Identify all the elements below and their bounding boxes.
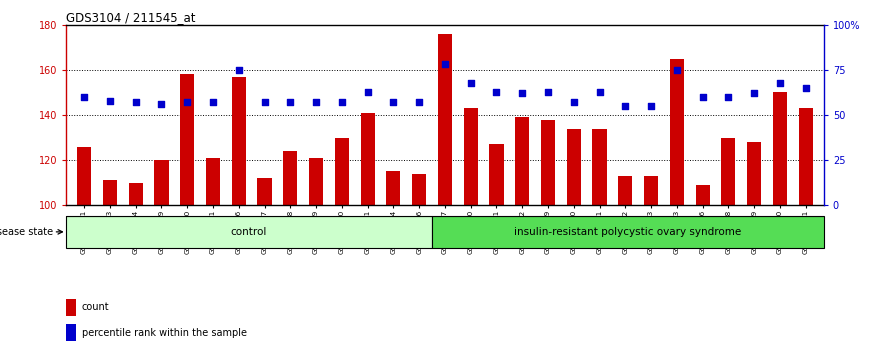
Bar [644, 176, 658, 205]
Bar [541, 120, 555, 205]
Text: insulin-resistant polycystic ovary syndrome: insulin-resistant polycystic ovary syndr… [515, 227, 742, 237]
Point [154, 101, 168, 107]
Bar [463, 108, 478, 205]
Point [232, 67, 246, 73]
Point [103, 98, 117, 103]
Bar [412, 174, 426, 205]
Bar [618, 176, 633, 205]
Point [180, 99, 194, 105]
Bar [154, 160, 168, 205]
Text: disease state: disease state [0, 227, 53, 237]
Point [129, 99, 143, 105]
Bar [335, 138, 349, 205]
Bar [773, 92, 787, 205]
Bar [77, 147, 92, 205]
Bar [360, 113, 374, 205]
Point [206, 99, 220, 105]
Point [77, 94, 91, 100]
Point [747, 91, 761, 96]
Bar [798, 108, 813, 205]
Bar [103, 181, 117, 205]
Bar [515, 117, 529, 205]
Point [773, 80, 787, 85]
Point [309, 99, 323, 105]
Bar [129, 183, 143, 205]
Point [335, 99, 349, 105]
Bar [386, 171, 401, 205]
Point [490, 89, 504, 95]
Bar [747, 142, 761, 205]
Point [438, 62, 452, 67]
Bar [592, 129, 607, 205]
Point [463, 80, 478, 85]
Point [722, 94, 736, 100]
Point [283, 99, 297, 105]
Point [644, 103, 658, 109]
Bar [670, 59, 684, 205]
Point [360, 89, 374, 95]
Bar [180, 74, 195, 205]
Point [593, 89, 607, 95]
Text: count: count [82, 302, 109, 312]
Bar [66, 299, 76, 316]
Text: GDS3104 / 211545_at: GDS3104 / 211545_at [66, 11, 196, 24]
Point [799, 85, 813, 91]
Point [515, 91, 529, 96]
Bar [722, 138, 736, 205]
Bar [309, 158, 323, 205]
Bar [206, 158, 220, 205]
Point [412, 99, 426, 105]
Bar [66, 216, 432, 248]
Point [541, 89, 555, 95]
Bar [566, 129, 581, 205]
Bar [438, 34, 452, 205]
Point [618, 103, 633, 109]
Point [696, 94, 710, 100]
Bar [66, 324, 76, 341]
Point [386, 99, 400, 105]
Text: control: control [231, 227, 267, 237]
Bar [695, 185, 710, 205]
Point [670, 67, 684, 73]
Bar [432, 216, 824, 248]
Text: percentile rank within the sample: percentile rank within the sample [82, 328, 247, 338]
Bar [257, 178, 271, 205]
Point [566, 99, 581, 105]
Point [257, 99, 271, 105]
Bar [283, 151, 298, 205]
Bar [489, 144, 504, 205]
Bar [232, 77, 246, 205]
